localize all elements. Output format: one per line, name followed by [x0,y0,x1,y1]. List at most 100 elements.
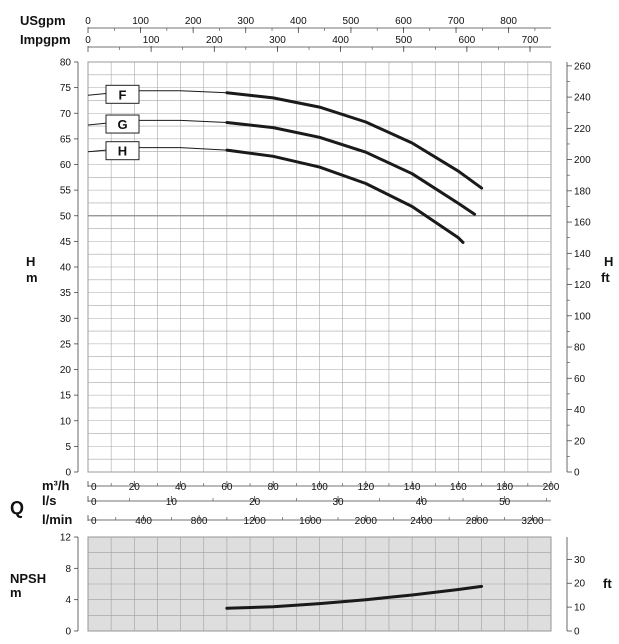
lmin-axis-tick-label: 2800 [466,516,489,527]
m3h-axis-tick-label: 80 [268,482,280,493]
right-tick-label: 20 [574,436,586,447]
left-tick-label: 80 [60,58,72,69]
impgpm-axis-tick-label: 0 [85,35,91,46]
right-tick-label: 0 [574,468,580,479]
npsh-right-tick-label: 20 [574,579,586,590]
curve-label-box-F [105,84,140,104]
lmin-axis-tick-label: 1200 [244,516,267,527]
impgpm-axis-tick-label: 100 [143,35,160,46]
left-tick-label: 40 [60,263,72,274]
left-tick-label: 70 [60,109,72,120]
impgpm-axis-tick-label: 200 [206,35,223,46]
m3h-axis-tick-label: 100 [311,482,328,493]
right-axis-label-unit: ft [601,270,610,285]
ls-axis-tick-label: 50 [499,497,511,508]
lmin-axis-label: l/min [42,512,72,527]
right-tick-label: 200 [574,155,591,166]
npsh-label: NPSH [10,571,46,586]
lmin-axis-tick-label: 800 [191,516,208,527]
left-tick-label: 5 [65,442,71,453]
impgpm-axis-tick-label: 500 [395,35,412,46]
left-tick-label: 15 [60,391,72,402]
ls-axis-tick-label: 10 [166,497,178,508]
lmin-axis-tick-label: 0 [91,516,97,527]
m3h-axis-label: m³/h [42,478,70,493]
right-tick-label: 40 [574,405,586,416]
ls-axis-tick-label: 0 [91,497,97,508]
right-tick-label: 120 [574,280,591,291]
curve-label-box-G [105,114,140,134]
q-axis-label: Q [10,498,24,518]
curve-label-F: F [119,87,127,102]
lmin-axis-tick-label: 2000 [355,516,378,527]
right-tick-label: 80 [574,343,586,354]
left-axis-label-h: H [26,254,35,269]
m3h-axis-tick-label: 0 [91,482,97,493]
m3h-axis-tick-label: 60 [221,482,233,493]
right-tick-label: 240 [574,93,591,104]
usgpm-axis-tick-label: 0 [85,16,91,27]
npsh-unit-m: m [10,585,22,600]
impgpm-axis-label: Impgpm [20,32,71,47]
m3h-axis-tick-label: 140 [404,482,421,493]
ls-axis-tick-label: 20 [249,497,261,508]
left-tick-label: 35 [60,288,72,299]
m3h-axis-tick-label: 40 [175,482,187,493]
left-tick-label: 50 [60,211,72,222]
m3h-axis-tick-label: 200 [543,482,560,493]
lmin-axis-tick-label: 3200 [521,516,544,527]
usgpm-axis-tick-label: 500 [343,16,360,27]
left-tick-label: 30 [60,314,72,325]
ls-axis-label: l/s [42,493,56,508]
curve-G [225,121,477,216]
curve-H [225,148,465,244]
usgpm-axis-tick-label: 200 [185,16,202,27]
left-tick-label: 20 [60,365,72,376]
left-tick-label: 60 [60,160,72,171]
npsh-unit-ft: ft [603,576,612,591]
npsh-left-tick-label: 12 [60,533,72,544]
impgpm-axis-tick-label: 600 [459,35,476,46]
curve-label-G: G [117,117,127,132]
lmin-axis-tick-label: 1600 [299,516,322,527]
m3h-axis-tick-label: 20 [129,482,141,493]
usgpm-axis-tick-label: 800 [500,16,517,27]
left-tick-label: 65 [60,134,72,145]
ls-axis-tick-label: 40 [416,497,428,508]
usgpm-axis-label: USgpm [20,13,66,28]
usgpm-axis-tick-label: 300 [237,16,254,27]
npsh-right-tick-label: 0 [574,627,580,638]
left-tick-label: 55 [60,186,72,197]
curve-F [225,91,484,190]
npsh-left-tick-label: 0 [65,627,71,638]
npsh-left-tick-label: 8 [65,564,71,575]
left-tick-label: 75 [60,83,72,94]
curve-label-H: H [118,144,127,159]
npsh-left-tick-label: 4 [65,595,71,606]
right-axis-label-h: H [604,254,613,269]
left-tick-label: 0 [65,468,71,479]
usgpm-axis-tick-label: 700 [448,16,465,27]
npsh-curve [225,584,484,610]
right-tick-label: 260 [574,61,591,72]
right-tick-label: 180 [574,186,591,197]
impgpm-axis-tick-label: 400 [332,35,349,46]
left-axis-label-unit: m [26,270,38,285]
usgpm-axis-tick-label: 600 [395,16,412,27]
left-tick-label: 45 [60,237,72,248]
npsh-right-tick-label: 30 [574,555,586,566]
impgpm-axis-tick-label: 300 [269,35,286,46]
lmin-axis-tick-label: 400 [135,516,152,527]
usgpm-axis-tick-label: 100 [132,16,149,27]
right-tick-label: 220 [574,124,591,135]
right-tick-label: 140 [574,249,591,260]
right-tick-label: 160 [574,218,591,229]
lmin-axis-tick-label: 2400 [410,516,433,527]
curve-label-box-H [105,141,140,161]
impgpm-axis-tick-label: 700 [522,35,539,46]
m3h-axis-tick-label: 160 [450,482,467,493]
npsh-right-tick-label: 10 [574,603,586,614]
m3h-axis-tick-label: 180 [496,482,513,493]
